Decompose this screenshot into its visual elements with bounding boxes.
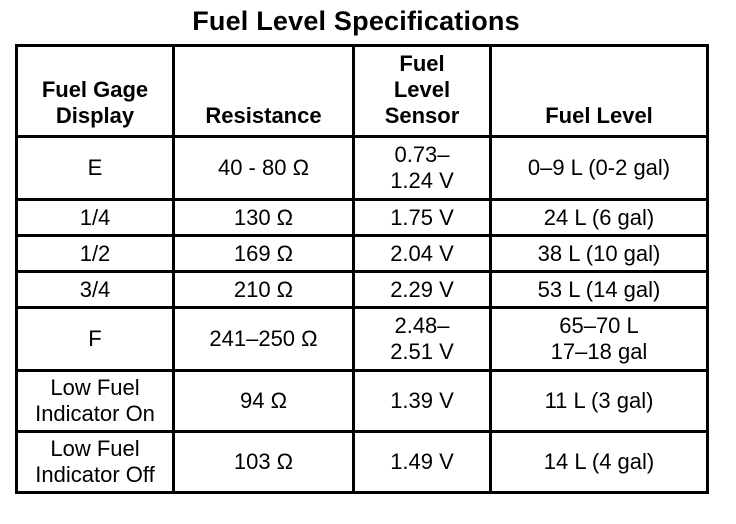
page-title: Fuel Level Specifications (192, 6, 520, 36)
cell-text: 103 Ω (233, 449, 294, 474)
cell-text: 14 L (4 gal) (543, 449, 655, 474)
header-label: Fuel Gage Display (41, 77, 149, 128)
cell-resistance: 40 - 80 Ω (172, 135, 355, 201)
cell-text: 2.04 V (390, 240, 454, 266)
cell-fuel-level: 65–70 L 17–18 gal (489, 306, 709, 372)
cell-sensor: 1.39 V (352, 369, 492, 433)
cell-text: Low Fuel Indicator On (35, 375, 155, 426)
cell-text: 130 Ω (233, 204, 294, 230)
header-fuel-level: Fuel Level (489, 44, 709, 138)
cell-text: 2.29 V (390, 276, 454, 302)
cell-resistance: 103 Ω (172, 430, 355, 494)
cell-display: E (15, 135, 175, 201)
cell-text: 24 L (6 gal) (543, 204, 655, 230)
cell-resistance: 94 Ω (172, 369, 355, 433)
cell-resistance: 169 Ω (172, 234, 355, 273)
cell-text: Low Fuel Indicator Off (35, 436, 155, 487)
header-label: Resistance (205, 103, 322, 128)
cell-display: 3/4 (15, 270, 175, 309)
cell-sensor: 0.73– 1.24 V (352, 135, 492, 201)
cell-text: 1.39 V (390, 388, 454, 413)
header-resistance: Resistance (172, 44, 355, 138)
cell-text: 169 Ω (233, 240, 294, 266)
cell-text: 1.75 V (390, 204, 454, 230)
cell-display: 1/4 (15, 198, 175, 237)
cell-fuel-level: 14 L (4 gal) (489, 430, 709, 494)
cell-sensor: 2.48– 2.51 V (352, 306, 492, 372)
header-fuel-level-sensor: Fuel Level Sensor (352, 44, 492, 138)
cell-fuel-level: 0–9 L (0-2 gal) (489, 135, 709, 201)
cell-text: 0–9 L (0-2 gal) (527, 155, 671, 180)
cell-sensor: 2.04 V (352, 234, 492, 273)
cell-text: 241–250 Ω (209, 326, 318, 351)
cell-text: 210 Ω (233, 276, 294, 302)
cell-display: Low Fuel Indicator Off (15, 430, 175, 494)
header-fuel-gage-display: Fuel Gage Display (15, 44, 175, 138)
cell-resistance: 241–250 Ω (172, 306, 355, 372)
cell-display: 1/2 (15, 234, 175, 273)
cell-text: F (88, 326, 102, 351)
cell-sensor: 1.49 V (352, 430, 492, 494)
header-row: Fuel Gage Display Resistance Fuel Level … (15, 44, 709, 138)
cell-text: 40 - 80 Ω (217, 155, 310, 180)
cell-fuel-level: 53 L (14 gal) (489, 270, 709, 309)
header-label: Fuel Level Sensor (384, 51, 460, 128)
cell-fuel-level: 11 L (3 gal) (489, 369, 709, 433)
cell-text: E (87, 155, 103, 180)
table-row: 1/2 169 Ω 2.04 V 38 L (10 gal) (15, 234, 709, 273)
cell-text: 94 Ω (239, 388, 288, 413)
table-row: Low Fuel Indicator Off 103 Ω 1.49 V 14 L… (15, 430, 709, 494)
header-label: Fuel Level (545, 103, 653, 128)
cell-display: F (15, 306, 175, 372)
cell-resistance: 130 Ω (172, 198, 355, 237)
cell-sensor: 2.29 V (352, 270, 492, 309)
table-row: F 241–250 Ω 2.48– 2.51 V 65–70 L 17–18 g… (15, 306, 709, 372)
cell-text: 11 L (3 gal) (544, 388, 654, 413)
cell-text: 1.49 V (390, 449, 454, 474)
table-row: E 40 - 80 Ω 0.73– 1.24 V 0–9 L (0-2 gal) (15, 135, 709, 201)
cell-sensor: 1.75 V (352, 198, 492, 237)
cell-text: 53 L (14 gal) (537, 276, 661, 302)
cell-text: 3/4 (79, 276, 111, 302)
cell-fuel-level: 38 L (10 gal) (489, 234, 709, 273)
cell-text: 65–70 L 17–18 gal (550, 313, 648, 364)
cell-text: 38 L (10 gal) (537, 240, 661, 266)
cell-text: 2.48– 2.51 V (390, 313, 454, 364)
fuel-level-table: Fuel Gage Display Resistance Fuel Level … (15, 44, 709, 494)
table-row: 1/4 130 Ω 1.75 V 24 L (6 gal) (15, 198, 709, 237)
table-row: 3/4 210 Ω 2.29 V 53 L (14 gal) (15, 270, 709, 309)
cell-text: 1/4 (79, 204, 111, 230)
cell-display: Low Fuel Indicator On (15, 369, 175, 433)
cell-resistance: 210 Ω (172, 270, 355, 309)
cell-text: 0.73– 1.24 V (390, 142, 454, 193)
table-row: Low Fuel Indicator On 94 Ω 1.39 V 11 L (… (15, 369, 709, 433)
cell-text: 1/2 (79, 240, 111, 266)
cell-fuel-level: 24 L (6 gal) (489, 198, 709, 237)
